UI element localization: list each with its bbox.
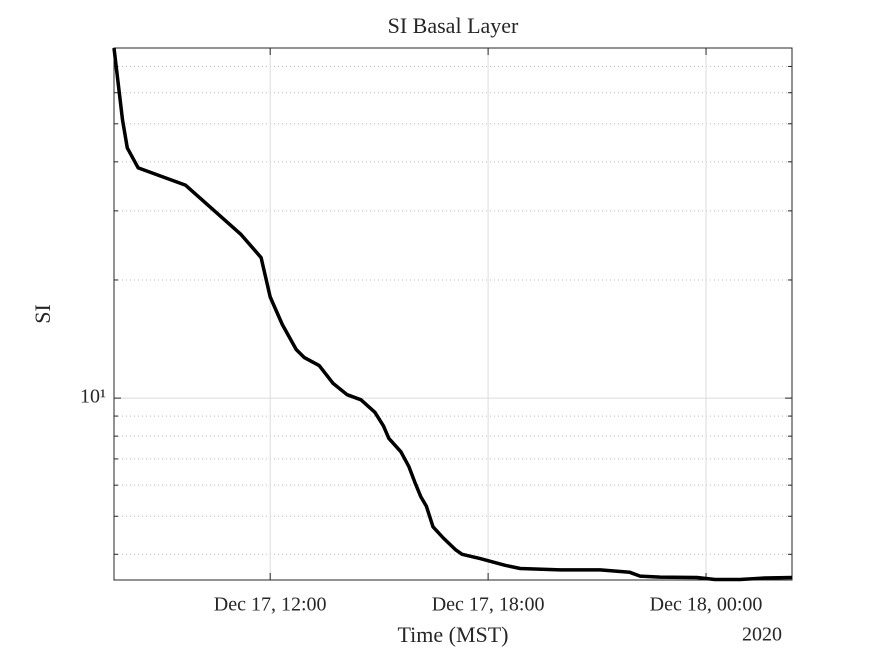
x-tick-label: Dec 18, 00:00 [650,594,763,616]
plot-frame [113,47,793,581]
year-label: 2020 [742,624,782,646]
y-tick-label: 10¹ [80,386,106,408]
x-tick-label: Dec 17, 12:00 [214,594,327,616]
y-axis-label: SI [30,304,55,324]
data-line [112,47,793,582]
x-tick-label: Dec 17, 18:00 [432,594,545,616]
chart-title: SI Basal Layer [388,13,519,38]
x-axis-label: Time (MST) [397,622,508,647]
